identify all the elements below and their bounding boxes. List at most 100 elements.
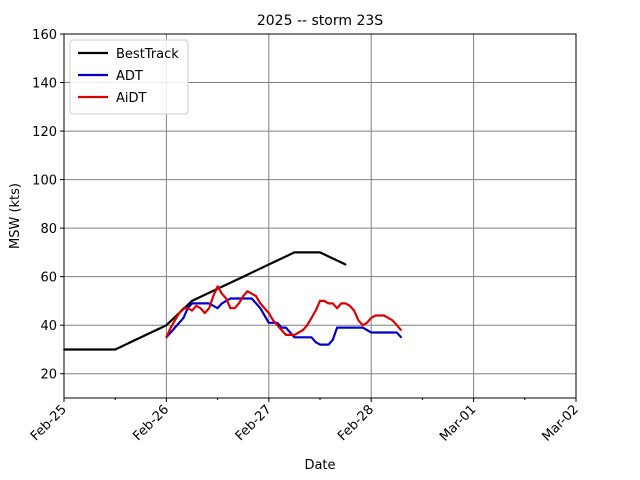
data-point-aidt: [259, 302, 262, 305]
data-point-aidt: [250, 292, 253, 295]
data-point-aidt: [255, 295, 257, 297]
legend: BestTrack ADT AiDT: [69, 39, 189, 115]
data-point-aidt: [242, 295, 245, 297]
data-point-aidt: [357, 319, 360, 322]
data-point-adt: [259, 307, 262, 310]
y-tick-label: 80: [40, 222, 57, 237]
data-point-aidt: [348, 304, 351, 307]
series-line-aidt: [165, 285, 402, 338]
data-point-aidt: [361, 324, 364, 327]
series-line-besttrack: [64, 251, 347, 351]
data-point-aidt: [331, 302, 334, 305]
data-point-besttrack: [191, 300, 193, 302]
y-axis-label: MSW (kts): [8, 183, 23, 249]
data-point-adt: [344, 326, 347, 329]
data-point-adt: [361, 326, 364, 329]
data-point-aidt: [220, 292, 223, 295]
data-point-adt: [267, 321, 270, 324]
data-point-besttrack: [165, 324, 168, 327]
data-point-adt: [182, 317, 185, 319]
data-point-adt: [233, 297, 236, 300]
chart-title: 2025 -- storm 23S: [257, 13, 383, 29]
data-point-adt: [178, 321, 181, 324]
data-point-adt: [199, 302, 202, 305]
data-point-adt: [250, 297, 253, 300]
data-point-aidt: [400, 329, 402, 331]
data-point-adt: [191, 302, 193, 305]
x-axis-label: Date: [304, 458, 335, 473]
data-point-aidt: [366, 321, 368, 324]
data-point-aidt: [289, 334, 292, 336]
data-point-adt: [310, 336, 313, 339]
data-point-adt: [370, 331, 373, 334]
y-tick-label: 120: [32, 125, 57, 140]
data-point-aidt: [391, 319, 394, 322]
data-point-aidt: [165, 336, 168, 339]
data-point-aidt: [383, 314, 385, 317]
data-point-adt: [378, 331, 381, 334]
legend-box: [69, 39, 189, 115]
data-point-aidt: [272, 319, 274, 322]
data-point-besttrack: [114, 348, 117, 351]
y-tick-label: 20: [40, 368, 57, 383]
data-point-aidt: [169, 326, 172, 329]
y-tick-label: 100: [32, 174, 57, 189]
y-tick-label: 160: [32, 28, 57, 43]
data-point-aidt: [229, 307, 232, 310]
data-point-aidt: [280, 329, 283, 331]
y-tick-label: 140: [32, 77, 57, 92]
data-point-aidt: [310, 317, 313, 319]
data-point-adt: [229, 297, 232, 300]
data-point-aidt: [276, 324, 279, 327]
data-point-besttrack: [319, 251, 321, 254]
data-point-aidt: [319, 300, 321, 302]
data-point-aidt: [374, 314, 377, 317]
data-point-adt: [293, 336, 296, 339]
data-point-aidt: [267, 312, 270, 314]
legend-label-aidt: AiDT: [116, 91, 147, 106]
y-tick-label: 40: [40, 319, 57, 334]
y-tick-label: 60: [40, 271, 57, 286]
data-point-aidt: [297, 331, 300, 334]
data-point-aidt: [212, 295, 215, 297]
data-point-aidt: [353, 309, 356, 312]
data-point-aidt: [263, 307, 266, 310]
data-point-adt: [169, 331, 172, 334]
data-point-adt: [395, 331, 398, 334]
data-point-adt: [400, 336, 402, 339]
data-point-aidt: [387, 317, 390, 319]
data-point-aidt: [302, 329, 304, 331]
data-point-adt: [331, 338, 334, 341]
data-point-adt: [353, 326, 356, 329]
data-point-aidt: [314, 309, 317, 312]
data-point-aidt: [284, 334, 287, 336]
data-point-adt: [302, 336, 304, 339]
data-point-aidt: [191, 309, 193, 312]
data-point-aidt: [233, 307, 236, 310]
data-point-aidt: [186, 307, 189, 310]
data-point-aidt: [216, 285, 219, 288]
data-point-aidt: [174, 319, 176, 322]
data-point-aidt: [323, 300, 326, 302]
data-point-adt: [327, 343, 330, 346]
legend-label-besttrack: BestTrack: [116, 47, 179, 62]
data-point-aidt: [336, 307, 338, 310]
data-point-adt: [216, 307, 219, 310]
data-point-aidt: [225, 297, 228, 300]
data-point-adt: [387, 331, 390, 334]
data-point-aidt: [327, 302, 330, 305]
data-point-adt: [336, 326, 338, 329]
data-point-aidt: [208, 307, 210, 310]
data-point-aidt: [182, 307, 185, 310]
data-point-besttrack: [242, 275, 245, 278]
data-point-aidt: [195, 304, 198, 307]
data-point-besttrack: [293, 251, 296, 254]
data-point-besttrack: [344, 263, 347, 266]
data-point-aidt: [178, 312, 181, 314]
data-point-aidt: [293, 334, 296, 336]
legend-label-adt: ADT: [116, 69, 143, 84]
data-point-aidt: [370, 317, 373, 319]
data-point-aidt: [340, 302, 343, 305]
data-point-aidt: [395, 324, 398, 327]
